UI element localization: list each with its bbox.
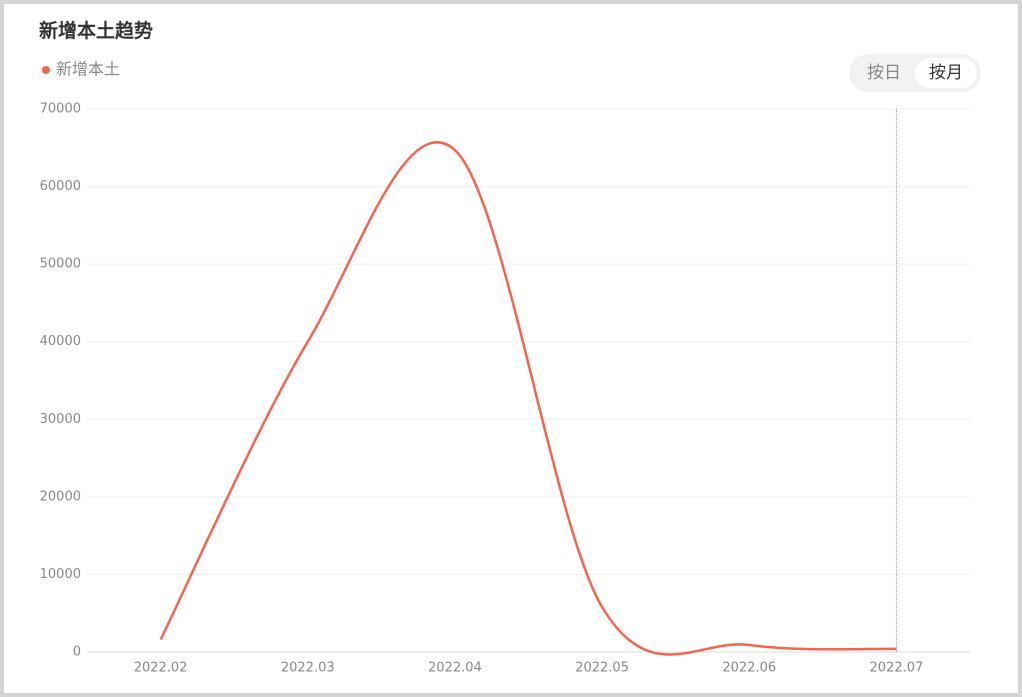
chart-title: 新增本土趋势: [39, 20, 154, 42]
y-tick-label: 50000: [40, 257, 81, 272]
toggle: 按日 按月: [849, 54, 981, 92]
x-tick-label: 2022.06: [722, 661, 776, 676]
y-tick-label: 60000: [40, 179, 81, 194]
legend-marker: [42, 66, 50, 74]
x-tick-label: 2022.04: [428, 661, 482, 676]
toggle-option[interactable]: 按月: [915, 58, 977, 88]
y-tick-label: 10000: [40, 567, 81, 582]
y-tick-label: 30000: [40, 412, 81, 427]
toggle-option[interactable]: 按日: [867, 63, 901, 83]
y-tick-label: 0: [73, 645, 81, 660]
x-tick-label: 2022.05: [575, 661, 629, 676]
line: [159, 141, 897, 656]
x-tick-label: 2022.07: [870, 661, 924, 676]
y-tick-label: 20000: [40, 489, 81, 504]
y-tick-label: 40000: [40, 334, 81, 349]
x-tick-label: 2022.02: [134, 661, 188, 676]
y-tick-label: 70000: [40, 102, 81, 117]
legend-label: 新增本土: [56, 60, 120, 79]
chart: 0 10000 20000 30000 40000 50000 60000 70000 2022…: [40, 60, 970, 676]
x-tick-label: 2022.03: [281, 661, 335, 676]
